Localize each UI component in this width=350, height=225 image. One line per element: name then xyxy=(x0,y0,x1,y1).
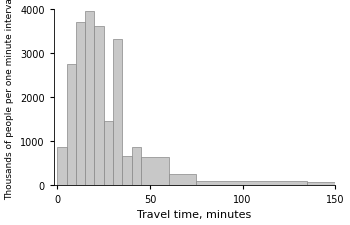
Bar xyxy=(76,23,85,185)
Bar xyxy=(67,64,76,185)
X-axis label: Travel time, minutes: Travel time, minutes xyxy=(137,209,252,219)
Bar xyxy=(132,148,141,185)
Bar xyxy=(196,181,307,185)
Y-axis label: Thousands of people per one minute interval: Thousands of people per one minute inter… xyxy=(6,0,15,199)
Bar xyxy=(169,174,196,185)
Bar xyxy=(113,40,122,185)
Bar xyxy=(122,157,132,185)
Bar xyxy=(141,158,169,185)
Bar xyxy=(57,148,67,185)
Bar xyxy=(104,122,113,185)
Bar xyxy=(94,27,104,185)
Bar xyxy=(307,182,335,185)
Bar xyxy=(85,12,94,185)
